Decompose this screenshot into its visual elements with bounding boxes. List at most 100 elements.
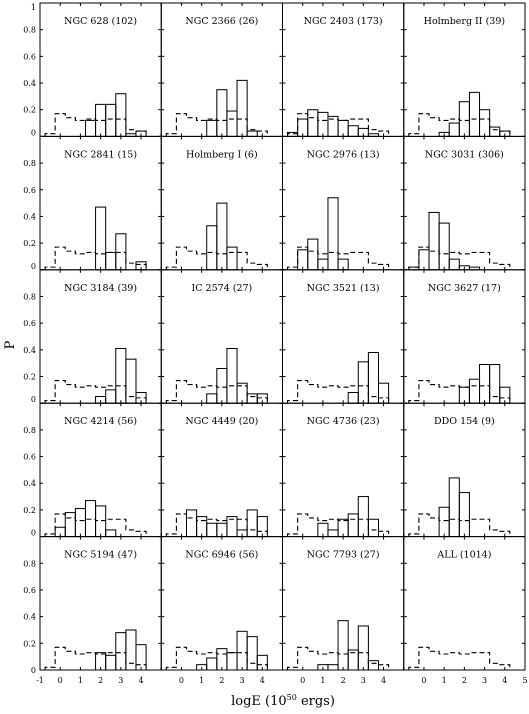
x-tick-label: 2 [219, 676, 224, 685]
y-tick-label: 0.6 [23, 186, 36, 195]
panel-title: NGC 2976 (13) [307, 149, 380, 160]
histogram-bar [428, 211, 440, 271]
reference-distribution-line [165, 379, 268, 404]
panel-title: ALL (1014) [436, 550, 491, 561]
histogram-bar [489, 364, 501, 404]
histogram-bar [256, 516, 268, 538]
reference-distribution-line [287, 513, 390, 537]
reference-distribution-line [287, 113, 390, 137]
panel-title: Holmberg II (39) [424, 16, 505, 27]
reference-distribution-line [408, 513, 511, 537]
reference-distribution-line [44, 513, 147, 537]
histogram-bar [216, 648, 228, 671]
histogram-bar [287, 131, 299, 137]
y-tick-label: 0.2 [23, 506, 36, 515]
panel-title: NGC 5194 (47) [64, 550, 137, 561]
histogram-bar [216, 89, 228, 137]
x-tick-label: 2 [341, 676, 346, 685]
histogram-bar [246, 636, 258, 671]
x-tick-label: 1 [442, 676, 447, 685]
histogram-bar [236, 630, 248, 671]
histogram-bar [357, 625, 369, 671]
x-tick-label: 4 [381, 676, 386, 685]
histogram-bar [418, 249, 430, 271]
histogram-bar [226, 246, 238, 271]
histogram-bar [115, 233, 127, 271]
histogram-bar [64, 512, 76, 538]
panel: NGC 3031 (306) [403, 135, 526, 271]
panel: ALL (1014) 0 1 2 3 4 5 [403, 536, 528, 685]
panel: NGC 3184 (39) 0 0.2 0.4 0.6 0.8 [23, 269, 162, 404]
histogram-bar [105, 654, 117, 671]
histogram-bar [206, 225, 218, 271]
panel: NGC 2976 (13) [282, 135, 405, 271]
histogram-bar [327, 529, 339, 538]
reference-distribution-line [287, 646, 390, 670]
reference-distribution-line [287, 379, 390, 404]
panel-title: NGC 4736 (23) [307, 416, 380, 427]
histogram-bar [367, 518, 379, 538]
panel: NGC 6946 (56) 0 1 2 3 4 [160, 536, 283, 685]
y-tick-label: 0.6 [23, 319, 36, 328]
panel: NGC 3521 (13) [282, 269, 405, 404]
y-tick-label: 0.8 [23, 559, 36, 568]
histogram-bar [489, 126, 501, 137]
panel: NGC 628 (102) 0 0.2 0.4 0.6 0.8 1 [23, 2, 162, 137]
histogram-bar [226, 348, 238, 404]
y-tick-label: 0.8 [23, 426, 36, 435]
x-tick-label: 5 [522, 676, 527, 685]
histogram-bar [307, 238, 319, 271]
histogram-bar [479, 109, 491, 137]
y-tick-label: 0.2 [23, 373, 36, 382]
panel-title: NGC 7793 (27) [307, 550, 380, 561]
y-tick-label: 0 [31, 262, 36, 271]
histogram-bar [105, 103, 117, 137]
histogram-bar [216, 368, 228, 404]
histogram-bar [367, 352, 379, 404]
histogram-bar [246, 130, 258, 137]
x-tick-label: 4 [502, 676, 507, 685]
histogram-bar [458, 101, 470, 137]
histogram-bar [438, 222, 450, 271]
panel: NGC 2841 (15) 0 0.2 0.4 0.6 0.8 [23, 135, 162, 271]
histogram-bar [236, 79, 248, 137]
panel-title: NGC 2403 (173) [304, 16, 383, 27]
histogram-bar [337, 620, 349, 671]
panel: NGC 4449 (20) [160, 402, 283, 538]
histogram-bar [347, 513, 359, 538]
histogram-bar [307, 109, 319, 137]
y-tick-label: 1 [31, 3, 36, 12]
histogram-bar [367, 660, 379, 671]
histogram-bar [115, 93, 127, 137]
histogram-bar [468, 378, 481, 404]
reference-distribution-line [408, 246, 511, 270]
y-tick-label: 0.8 [23, 159, 36, 168]
y-tick-label: 0 [31, 395, 36, 404]
reference-distribution-line [408, 113, 511, 137]
histogram-bar [479, 364, 491, 404]
x-tick-label: 1 [78, 676, 83, 685]
x-tick-label: 0 [421, 676, 426, 685]
panel: NGC 2366 (26) [160, 2, 283, 137]
reference-distribution-line [408, 379, 511, 404]
x-tick-label: 1 [199, 676, 204, 685]
reference-distribution-line [287, 246, 390, 270]
reference-distribution-line [44, 246, 147, 270]
panel-title: Holmberg I (6) [186, 149, 258, 160]
histogram-bar [347, 392, 359, 404]
panel: Holmberg II (39) [403, 2, 526, 137]
histogram-bar [84, 119, 97, 137]
x-tick-label: 2 [98, 676, 103, 685]
y-tick-label: 0.2 [23, 239, 36, 248]
panel-title: NGC 6946 (56) [185, 550, 258, 561]
panel: NGC 2403 (173) [282, 2, 405, 137]
reference-distribution-line [165, 646, 268, 670]
panel: NGC 4736 (23) [282, 402, 405, 538]
x-tick-label: 0 [300, 676, 305, 685]
histogram-bar [125, 629, 137, 671]
histogram-bar [246, 509, 258, 538]
histogram-bar [347, 125, 359, 137]
histogram-bar [357, 361, 369, 404]
histogram-bar [317, 111, 329, 137]
histogram-bar [377, 382, 390, 404]
